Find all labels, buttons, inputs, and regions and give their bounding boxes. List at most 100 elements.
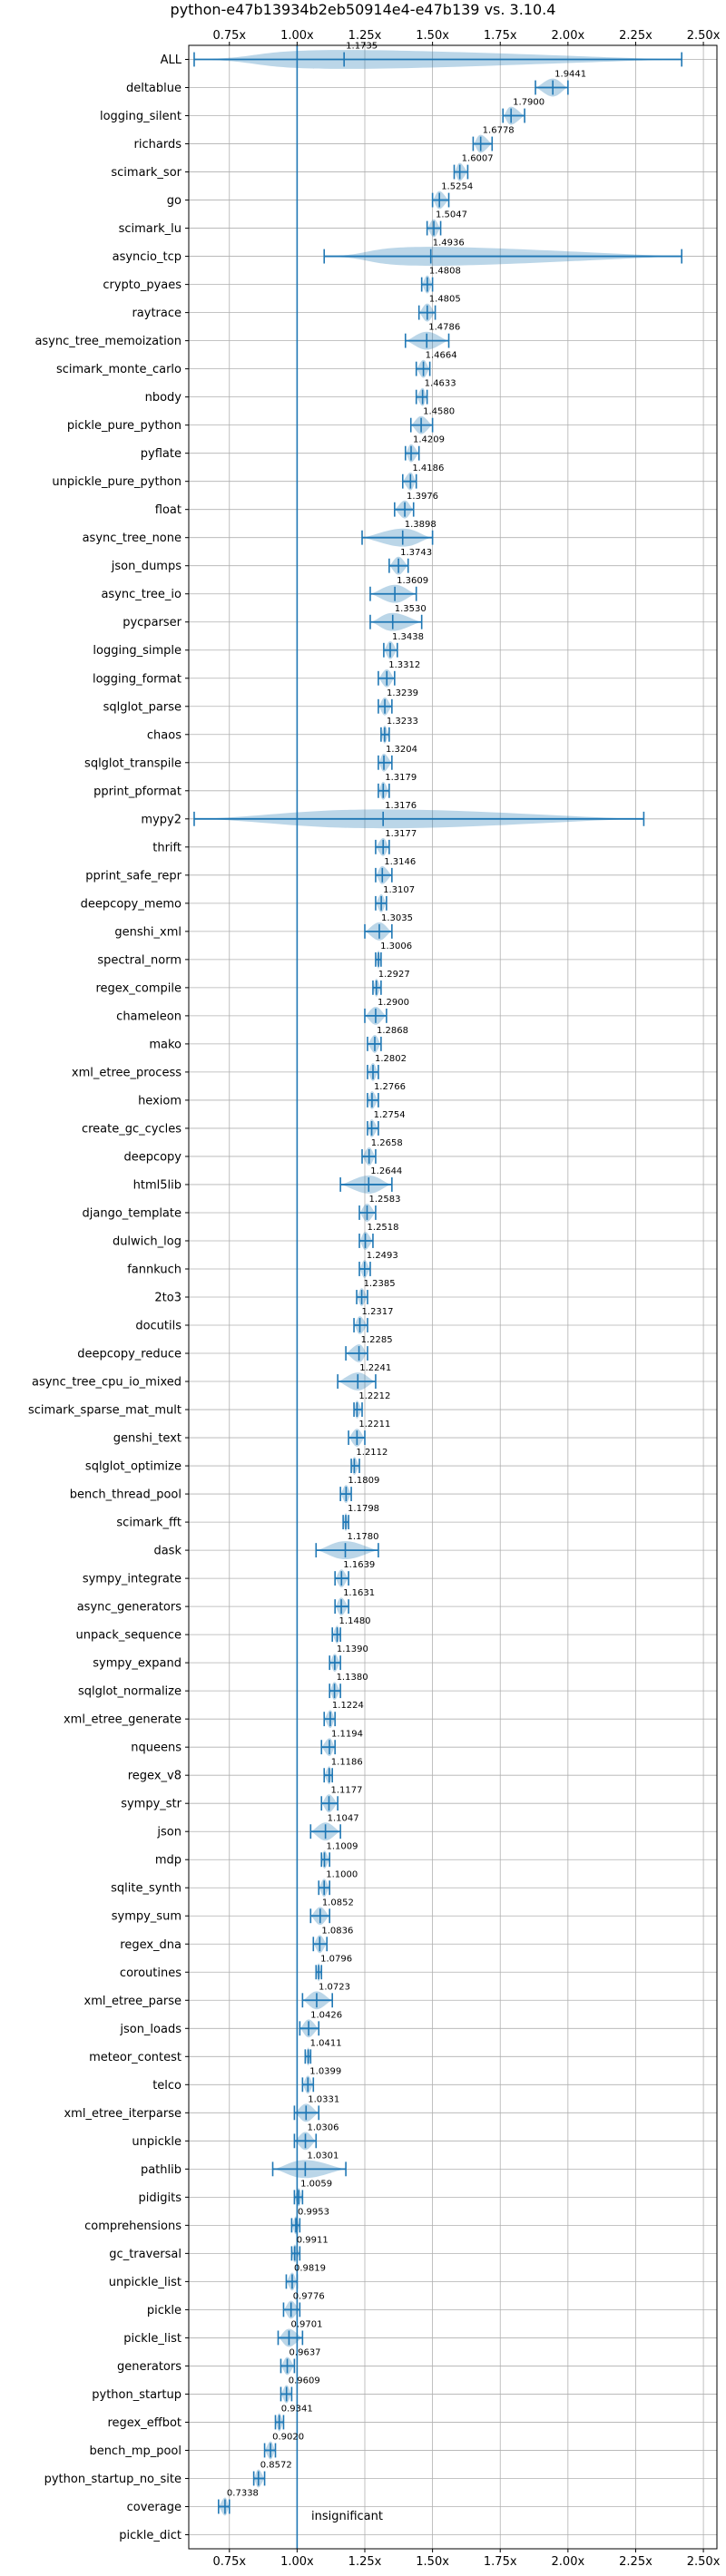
category-label: fannkuch [127, 1263, 182, 1276]
data-label: 1.3898 [405, 520, 437, 530]
x-tick-label-bottom: 1.00x [280, 2555, 314, 2569]
x-tick-label-top: 1.00x [280, 29, 314, 43]
data-label: 1.3107 [383, 885, 415, 895]
category-label: xml_etree_generate [64, 1713, 182, 1727]
category-label: mypy2 [141, 813, 182, 826]
category-label: regex_compile [95, 981, 182, 995]
data-label: 1.0306 [308, 2122, 339, 2132]
data-label: 0.9609 [289, 2376, 320, 2386]
data-label: 1.2754 [374, 1110, 406, 1120]
category-label: sympy_sum [112, 1910, 182, 1924]
category-label: pidigits [139, 2191, 182, 2205]
category-label: richards [134, 138, 182, 151]
category-label: coroutines [120, 1966, 182, 1980]
data-label: 1.5047 [436, 210, 467, 220]
data-label: 1.2518 [368, 1223, 399, 1233]
data-label: 0.9701 [290, 2319, 322, 2329]
data-label: 1.0399 [309, 2066, 341, 2076]
x-tick-label-bottom: 2.00x [552, 2555, 585, 2569]
label-layer: 0.75x 0.75x 1.00x 1.00x 1.25x 1.25x 1.50x 1.50x… [28, 29, 721, 2569]
data-label: 0.9776 [293, 2291, 325, 2301]
data-label: 1.6778 [483, 126, 515, 136]
category-label: async_generators [77, 1601, 182, 1615]
category-label: docutils [135, 1320, 182, 1333]
data-label: 1.0836 [321, 1926, 353, 1936]
category-label: generators [117, 2360, 182, 2374]
data-label: 1.1224 [332, 1701, 364, 1711]
category-label: meteor_contest [89, 2051, 182, 2064]
category-label: xml_etree_process [72, 1066, 182, 1079]
category-label: raytrace [132, 307, 182, 320]
category-label: float [155, 503, 182, 517]
category-label: nqueens [131, 1742, 182, 1755]
plot-frame [188, 44, 718, 2550]
data-label: 1.0723 [319, 1982, 350, 1992]
category-label: crypto_pyaes [103, 278, 182, 292]
data-label: 0.9020 [272, 2433, 304, 2443]
category-label: pickle_list [123, 2332, 182, 2346]
category-label: pyflate [141, 447, 182, 461]
category-label: regex_dna [120, 1938, 182, 1952]
category-label: logging_simple [93, 644, 182, 658]
data-label: 0.9637 [289, 2348, 321, 2358]
category-label: xml_etree_parse [84, 1995, 182, 2008]
data-label: 1.1390 [337, 1644, 368, 1654]
data-label: 1.1009 [326, 1841, 358, 1851]
category-label: go [167, 194, 182, 208]
category-label: sqlglot_transpile [84, 756, 182, 770]
category-label: spectral_norm [97, 953, 182, 967]
data-label: 1.2802 [375, 1054, 407, 1064]
data-label: 1.2385 [364, 1279, 396, 1289]
chart-title: python-e47b13934b2eb50914e4-e47b139 vs. … [171, 1, 556, 18]
category-label: asyncio_tcp [113, 250, 182, 264]
category-label: gc_traversal [109, 2248, 182, 2261]
data-label: 1.3609 [397, 576, 428, 586]
category-label: coverage [127, 2501, 182, 2514]
category-label: sqlite_synth [111, 1882, 182, 1896]
data-label: 1.3006 [380, 942, 412, 951]
data-label: 1.4664 [426, 351, 457, 361]
x-tick-label-top: 2.25x [619, 29, 652, 43]
category-label: deepcopy_reduce [77, 1348, 182, 1361]
category-label: unpickle_list [109, 2276, 182, 2289]
data-label: 1.1186 [331, 1757, 363, 1767]
data-label: 1.2285 [361, 1335, 393, 1345]
data-label: 1.3177 [385, 829, 417, 839]
data-label: 1.2766 [374, 1082, 406, 1092]
data-label: 1.4805 [429, 295, 461, 305]
data-label: 1.4786 [428, 323, 460, 333]
category-label: scimark_sparse_mat_mult [28, 1404, 182, 1418]
data-label: 1.4580 [423, 407, 455, 417]
data-label: 1.0331 [308, 2094, 339, 2104]
category-label: sympy_expand [93, 1657, 182, 1671]
category-label: pprint_safe_repr [85, 869, 182, 883]
category-label: django_template [83, 1206, 182, 1220]
category-label: pathlib [141, 2163, 182, 2177]
data-label: 1.3146 [384, 857, 416, 867]
category-label: xml_etree_iterparse [64, 2107, 182, 2121]
data-label: 1.4936 [433, 239, 465, 249]
data-label: 0.9911 [297, 2235, 329, 2245]
x-tick-label-bottom: 0.75x [212, 2555, 246, 2569]
category-label: bench_thread_pool [70, 1488, 182, 1502]
category-label: unpickle [132, 2135, 182, 2149]
data-label: 1.3438 [392, 632, 424, 642]
data-label: 1.1798 [348, 1504, 379, 1514]
category-label: ALL [161, 54, 182, 67]
category-label: sqlglot_optimize [85, 1460, 182, 1474]
category-label: pprint_pformat [93, 785, 182, 798]
data-label: 1.2644 [370, 1166, 402, 1176]
category-label: mdp [155, 1854, 182, 1868]
category-label: python_startup [92, 2388, 182, 2402]
x-tick-label-top: 1.25x [348, 29, 382, 43]
data-label: 1.2583 [368, 1195, 400, 1205]
data-label: 0.8572 [260, 2461, 292, 2471]
category-label: thrift [152, 841, 182, 854]
data-label: 1.1000 [326, 1869, 358, 1879]
data-label: 1.2927 [378, 970, 410, 980]
x-tick-label-bottom: 1.75x [484, 2555, 517, 2569]
category-label: async_tree_io [101, 588, 182, 601]
data-label: 1.1194 [331, 1729, 363, 1739]
data-label: 0.9341 [281, 2405, 313, 2415]
